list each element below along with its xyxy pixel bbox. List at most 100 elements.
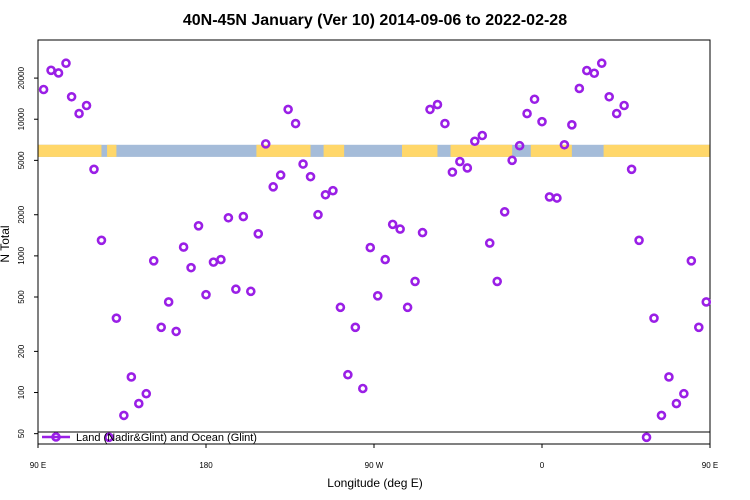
data-point (589, 68, 600, 79)
legend-label: Land (Nadir&Glint) and Ocean (Glint) (76, 432, 257, 444)
data-point (626, 164, 637, 175)
data-point (686, 256, 697, 266)
data-point (634, 235, 644, 246)
data-point (74, 108, 84, 119)
data-point (61, 58, 71, 69)
data-point (253, 229, 264, 239)
data-point (335, 302, 346, 313)
data-point (492, 276, 503, 287)
data-point (567, 120, 577, 130)
data-point (581, 65, 592, 76)
data-point (679, 388, 689, 399)
x-tick-label: 0 (540, 461, 545, 470)
data-point (619, 100, 629, 111)
data-point (641, 432, 652, 443)
data-point (350, 322, 361, 333)
data-point (283, 104, 293, 115)
y-tick-label: 5000 (17, 151, 26, 169)
data-point (96, 235, 107, 246)
data-point (290, 118, 301, 129)
data-point (171, 326, 181, 337)
y-axis: 50 100 200 500 1000 2000 5000 10000 20000 (17, 66, 38, 438)
data-point (425, 104, 435, 115)
data-point (104, 432, 114, 443)
data-point (559, 139, 570, 150)
data-point (507, 155, 517, 166)
data-point (201, 289, 211, 300)
land-band-segment (38, 144, 102, 157)
data-point (246, 286, 256, 297)
x-axis: 90 E 180 90 W 0 90 E (30, 444, 718, 470)
land-band-segment (603, 144, 710, 157)
data-point (529, 94, 540, 105)
data-point (537, 116, 547, 127)
land-band-segment (256, 144, 311, 157)
data-point (119, 410, 129, 421)
data-point (260, 139, 271, 149)
y-tick-label: 20000 (17, 66, 26, 89)
data-point (126, 372, 137, 382)
data-point (328, 185, 338, 196)
data-point (357, 383, 368, 394)
x-tick-label: 180 (199, 461, 213, 470)
data-point (156, 322, 166, 333)
data-point (186, 262, 196, 273)
data-point (81, 100, 92, 111)
data-point (163, 297, 174, 307)
data-point (141, 388, 152, 399)
land-band-segment (323, 144, 345, 157)
data-point (649, 313, 659, 323)
data-point (298, 159, 308, 169)
data-point (223, 212, 234, 223)
data-point (343, 369, 353, 380)
y-tick-label: 200 (17, 344, 26, 358)
data-point (455, 156, 465, 167)
data-point (148, 256, 159, 266)
data-point (544, 192, 555, 202)
data-point (611, 108, 622, 119)
y-tick-label: 500 (17, 290, 26, 304)
data-point (402, 302, 413, 313)
surface-type-band (38, 144, 710, 157)
data-point (365, 242, 376, 253)
y-tick-label: 100 (17, 385, 26, 399)
y-tick-label: 10000 (17, 108, 26, 131)
data-point (656, 410, 667, 421)
data-point (208, 257, 219, 267)
data-point (596, 58, 607, 69)
land-band-segment (402, 144, 438, 157)
data-point (440, 118, 450, 129)
data-point (38, 84, 49, 95)
data-point (604, 91, 615, 102)
data-point (238, 211, 249, 222)
data-point (372, 291, 383, 301)
data-point (66, 91, 77, 102)
data-point (320, 189, 331, 200)
data-point (89, 164, 99, 175)
data-point (552, 193, 562, 203)
data-point (574, 83, 585, 94)
legend: Land (Nadir&Glint) and Ocean (Glint) (42, 432, 257, 444)
legend-point-marker (51, 432, 61, 442)
data-point (268, 182, 279, 192)
land-band-segment (107, 144, 117, 157)
land-band-segment (450, 144, 513, 157)
x-tick-label: 90 W (365, 461, 384, 470)
data-point (305, 171, 316, 182)
data-point (432, 99, 443, 110)
data-point (46, 65, 56, 76)
data-point (462, 163, 473, 173)
data-point (231, 284, 241, 295)
y-axis-label: N Total (0, 225, 12, 262)
data-point (111, 313, 122, 323)
data-point (522, 108, 532, 119)
data-point (484, 238, 495, 248)
x-axis-label: Longitude (deg E) (327, 476, 422, 490)
data-point (701, 297, 712, 307)
x-tick-label: 90 E (702, 461, 718, 470)
data-point (477, 130, 488, 141)
y-tick-label: 50 (17, 429, 26, 438)
data-point (313, 209, 323, 220)
data-point (410, 276, 420, 287)
